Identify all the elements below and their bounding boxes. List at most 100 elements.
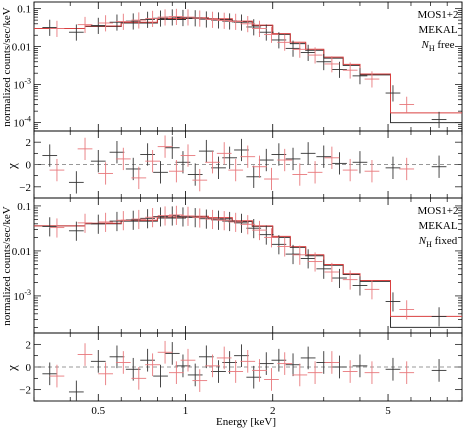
data-point bbox=[169, 205, 184, 225]
data-point bbox=[169, 8, 184, 25]
model-line bbox=[34, 17, 462, 114]
data-point bbox=[90, 149, 106, 173]
data-point bbox=[307, 252, 323, 272]
data-point bbox=[332, 355, 347, 379]
data-point bbox=[246, 165, 262, 188]
data-point bbox=[42, 144, 58, 167]
data-point bbox=[192, 208, 208, 228]
data-point bbox=[211, 360, 226, 383]
model-line bbox=[34, 18, 462, 124]
data-point bbox=[324, 262, 340, 282]
data-point bbox=[49, 218, 65, 238]
data-point bbox=[271, 235, 287, 255]
data-point bbox=[271, 143, 287, 166]
data-point bbox=[109, 141, 125, 164]
data-point bbox=[252, 155, 267, 178]
data-point bbox=[192, 168, 208, 192]
annotation-line-3: NH fixed bbox=[418, 235, 458, 249]
annotation-line-2: MEKAL bbox=[418, 220, 457, 232]
data-point bbox=[68, 171, 84, 194]
series-1 bbox=[49, 205, 415, 320]
data-point bbox=[145, 149, 160, 173]
data-point bbox=[240, 350, 256, 373]
data-point bbox=[364, 71, 380, 88]
data-point bbox=[364, 361, 380, 384]
plot-area bbox=[42, 135, 447, 194]
data-point bbox=[307, 47, 323, 64]
data-point bbox=[342, 270, 358, 290]
data-point bbox=[324, 146, 340, 169]
data-point bbox=[222, 146, 237, 169]
data-point bbox=[90, 214, 106, 234]
y-tick-label: 2 bbox=[26, 339, 32, 351]
data-point bbox=[246, 365, 262, 389]
data-point bbox=[316, 54, 332, 71]
data-point bbox=[385, 292, 401, 312]
series-0 bbox=[42, 9, 447, 128]
panel-spectrum-top: 0.1 0.01 10-3 10-4 MOS1+2 MEKAL NH free bbox=[12, 1, 463, 132]
data-point bbox=[399, 361, 415, 384]
data-point bbox=[192, 10, 208, 27]
data-point bbox=[264, 368, 279, 391]
data-point bbox=[49, 364, 65, 388]
panel-residual-top: 2 0 −2 bbox=[19, 130, 463, 199]
data-point bbox=[385, 357, 401, 381]
y-axis-label-bottom: normalized counts/sec/keV bbox=[1, 206, 13, 325]
data-point bbox=[240, 145, 256, 168]
data-point bbox=[316, 145, 332, 168]
x-tick-label: 5 bbox=[385, 405, 391, 417]
data-point bbox=[169, 160, 184, 183]
data-point bbox=[68, 24, 84, 41]
y-tick-label: 10-3 bbox=[13, 288, 31, 303]
plot-area bbox=[34, 8, 462, 128]
y-tick-label: 0 bbox=[26, 362, 32, 374]
annotation-line-2: MEKAL bbox=[418, 24, 457, 36]
data-point bbox=[125, 357, 141, 381]
data-point bbox=[157, 9, 173, 26]
data-point bbox=[192, 369, 208, 392]
annotation-line-1: MOS1+2 bbox=[417, 9, 458, 21]
data-point bbox=[399, 300, 415, 320]
data-point bbox=[198, 345, 214, 369]
data-point bbox=[115, 13, 131, 30]
data-point bbox=[68, 380, 84, 401]
panel-residual-bottom: 0.5 1 2 5 2 0 −2 bbox=[19, 332, 463, 417]
data-point bbox=[342, 62, 358, 79]
data-point bbox=[277, 34, 293, 51]
data-point bbox=[292, 163, 308, 186]
data-point bbox=[431, 359, 447, 382]
data-point bbox=[216, 211, 232, 231]
data-point bbox=[234, 138, 249, 162]
data-point bbox=[98, 212, 113, 232]
series-1 bbox=[49, 8, 415, 113]
model-line bbox=[34, 215, 462, 317]
data-point bbox=[431, 307, 447, 327]
data-point bbox=[109, 345, 125, 369]
data-point bbox=[300, 249, 316, 269]
data-point bbox=[264, 26, 279, 43]
data-point bbox=[68, 221, 84, 241]
data-point bbox=[234, 213, 249, 233]
data-point bbox=[205, 11, 220, 28]
data-point bbox=[125, 157, 141, 181]
data-point bbox=[252, 20, 267, 37]
data-point bbox=[49, 158, 65, 182]
data-point bbox=[222, 351, 237, 374]
y-tick-label: −2 bbox=[19, 182, 31, 194]
data-point bbox=[115, 351, 131, 374]
data-point bbox=[240, 215, 256, 235]
data-point bbox=[98, 15, 113, 32]
x-axis-label: Energy [keV] bbox=[216, 416, 276, 428]
data-point bbox=[131, 209, 147, 230]
data-point bbox=[131, 166, 147, 190]
y-tick-label: −2 bbox=[19, 385, 31, 397]
data-point bbox=[277, 352, 293, 375]
data-point bbox=[332, 152, 347, 175]
data-point bbox=[352, 151, 368, 174]
data-point bbox=[385, 156, 401, 180]
data-point bbox=[264, 167, 279, 191]
data-point bbox=[153, 364, 168, 388]
data-point bbox=[145, 353, 160, 377]
data-point bbox=[342, 158, 358, 182]
